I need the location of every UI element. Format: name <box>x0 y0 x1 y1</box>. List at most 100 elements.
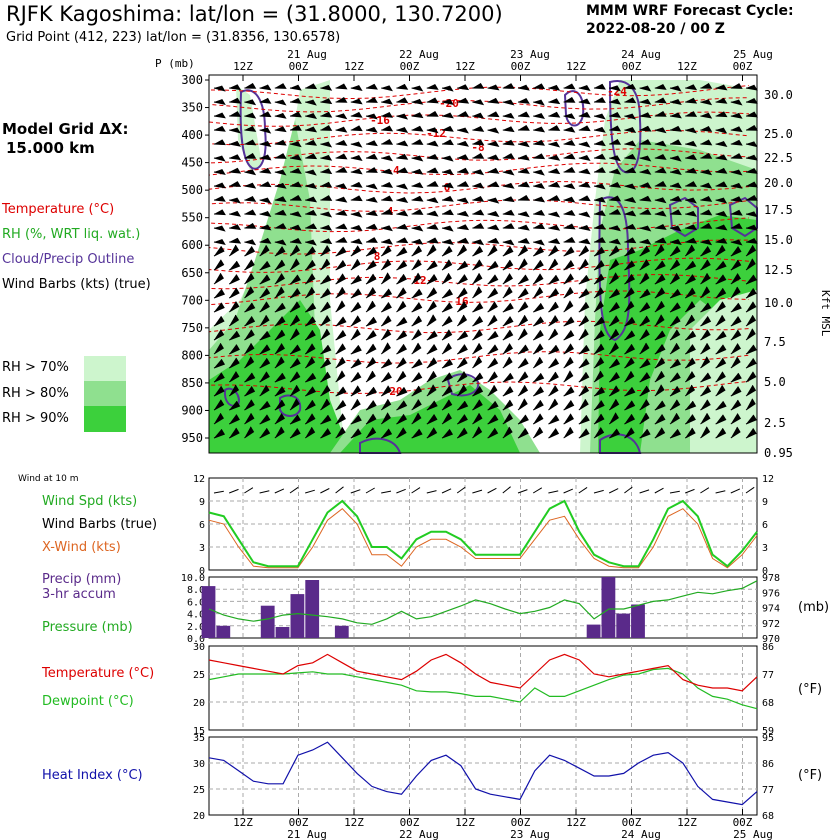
wind-barb <box>624 223 637 230</box>
wind-barb <box>229 197 241 204</box>
wind-barb <box>685 154 698 161</box>
wind-barb <box>411 238 424 245</box>
wind-barb <box>563 400 575 411</box>
wind-barb <box>229 97 242 104</box>
wind-barb <box>487 237 500 244</box>
pressure-tick-right: 976 <box>762 588 780 599</box>
wind-tick-left: 6 <box>199 520 205 531</box>
wind-barb <box>411 195 424 202</box>
legend-rh: RH (%, WRT liq. wat.) <box>2 227 141 242</box>
wind-barb <box>335 400 347 411</box>
wind-barb <box>548 288 560 299</box>
wind-barb <box>274 399 286 411</box>
pressure-tick-label: 650 <box>181 266 203 280</box>
wind-barb <box>259 344 271 355</box>
wind-barb <box>229 111 242 117</box>
wind-barb <box>259 244 270 257</box>
wind-barb <box>229 237 242 244</box>
wind-barb <box>563 210 576 216</box>
wind-barb <box>700 99 713 106</box>
wind-barb <box>274 83 287 89</box>
surface-wind-barb <box>411 487 421 494</box>
wind-barb <box>426 314 437 327</box>
wind-barb <box>517 414 529 425</box>
wind-barb <box>350 238 363 245</box>
wind-tick-left: 12 <box>193 474 205 485</box>
wind-barb <box>715 344 727 355</box>
wind-barb <box>745 288 757 299</box>
wind-barb <box>639 168 652 175</box>
wind-barb <box>274 182 287 189</box>
wind-barb <box>548 141 561 148</box>
pressure-tick-label: 500 <box>181 183 203 197</box>
top-hour-label: 00Z <box>400 60 420 73</box>
wind-barb <box>244 286 255 299</box>
wind-barb <box>289 344 301 355</box>
wind-barb <box>487 244 498 257</box>
wind-barb <box>350 414 362 425</box>
temp-tick-right: 77 <box>762 670 774 681</box>
wind-barb <box>229 260 241 271</box>
wind-barb <box>715 301 726 313</box>
wind-barb <box>304 413 316 425</box>
wind-barb <box>684 427 696 439</box>
wind-barb <box>578 195 591 202</box>
wind-barb <box>533 302 545 313</box>
wind-tick-right: 9 <box>762 497 768 508</box>
wind-barb <box>335 210 348 216</box>
bottom-hour-label: 12Z <box>233 816 253 829</box>
bottom-date-label: 24 Aug <box>621 828 661 840</box>
wind-barb <box>487 127 500 134</box>
pressure-line <box>208 580 758 625</box>
surface-wind-barb <box>730 488 741 494</box>
wind-barb <box>365 210 378 217</box>
wind-barb <box>441 399 453 411</box>
wind-barb <box>305 386 317 397</box>
wind-barb <box>654 384 665 397</box>
wind-barb <box>411 125 424 132</box>
wind-barb <box>229 167 242 174</box>
wind-barb <box>685 97 698 104</box>
wind-barb <box>669 315 681 327</box>
wind-barb <box>700 126 713 132</box>
wind-barb <box>700 239 713 246</box>
wind-barb <box>654 344 666 355</box>
wind-barb <box>487 167 500 174</box>
wind-barb <box>654 167 667 174</box>
wind-barb <box>532 426 544 439</box>
height-tick-label: 10.0 <box>764 296 793 310</box>
wind-barb <box>244 82 257 89</box>
precip-bar <box>275 627 290 638</box>
wind-barb <box>441 315 453 327</box>
wind-barb <box>441 225 454 232</box>
heat-tick-right: 77 <box>762 785 774 796</box>
wind-barb <box>289 328 300 341</box>
wind-barb <box>213 329 225 341</box>
bottom-date-label: 21 Aug <box>287 828 327 840</box>
wind-barb <box>533 239 545 246</box>
wind-barb <box>456 314 468 327</box>
wind-barb <box>472 152 485 159</box>
wind-barb <box>730 259 742 271</box>
wind-barb <box>639 139 652 145</box>
wind-barb <box>548 168 561 175</box>
top-hour-label: 12Z <box>566 60 586 73</box>
wind-barb <box>274 139 287 146</box>
wind-barb-group <box>213 82 758 439</box>
wind-barb <box>426 414 438 425</box>
wind-barb <box>533 223 546 230</box>
wind-barb <box>213 412 224 425</box>
wind-barb <box>487 154 500 161</box>
surface-wind-barb <box>350 489 361 494</box>
wind-barb <box>654 97 667 104</box>
precip-bar <box>305 580 320 638</box>
wind-barb <box>472 99 485 106</box>
wind-barb <box>259 127 272 134</box>
wind-barb <box>441 182 454 189</box>
wind-barb <box>213 195 226 202</box>
wind-barb <box>533 209 546 216</box>
wind-barb <box>350 225 363 232</box>
wind-barb <box>517 344 529 355</box>
wind-barb <box>289 224 302 231</box>
wind-barb <box>639 412 650 425</box>
